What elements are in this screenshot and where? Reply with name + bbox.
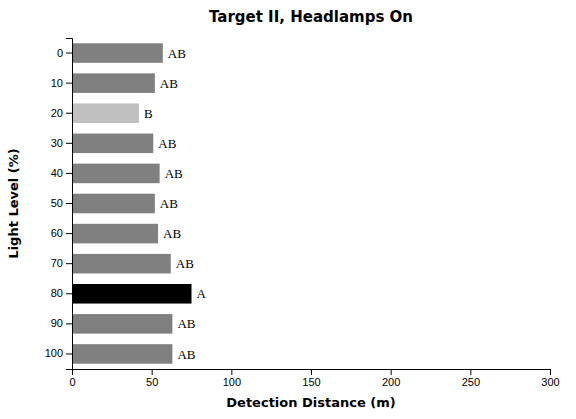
y-tick: 40 <box>51 167 72 179</box>
y-tick-mark <box>66 263 72 264</box>
y-axis: 0 10 20 30 40 50 60 70 80 90 100 <box>45 39 73 370</box>
x-tick-mark <box>311 369 312 375</box>
bar <box>72 344 172 364</box>
y-tick-label: 30 <box>51 137 63 149</box>
bar <box>72 224 158 244</box>
y-tick-mark <box>66 293 72 294</box>
y-tick: 70 <box>51 257 72 269</box>
bar <box>72 164 160 184</box>
x-tick: 200 <box>382 369 400 388</box>
annotation: AB <box>168 46 186 61</box>
y-tick-mark <box>66 233 72 234</box>
annotation: AB <box>163 226 181 241</box>
y-tick: 20 <box>51 107 72 119</box>
x-tick-mark <box>152 369 153 375</box>
y-tick-label: 60 <box>51 227 63 239</box>
y-axis-title: Light Level (%) <box>6 148 21 258</box>
y-tick-label: 100 <box>45 347 63 359</box>
plot-area: ABABBABABABABABAABAB05010015020025030001… <box>45 39 560 388</box>
y-tick-label: 10 <box>51 77 63 89</box>
y-tick-label: 40 <box>51 167 63 179</box>
x-tick-label: 50 <box>146 376 158 388</box>
bar <box>72 134 153 154</box>
y-axis-line <box>66 39 73 370</box>
x-tick: 300 <box>541 369 559 388</box>
x-axis-title: Detection Distance (m) <box>226 395 395 410</box>
bars <box>72 43 192 363</box>
y-tick: 100 <box>45 347 72 359</box>
chart: ABABBABABABABABAABAB05010015020025030001… <box>0 0 576 419</box>
y-tick: 30 <box>51 137 72 149</box>
annotation: AB <box>177 316 195 331</box>
x-tick-mark <box>470 369 471 375</box>
y-tick-mark <box>66 173 72 174</box>
annotation: AB <box>176 256 194 271</box>
x-axis: 0 50 100 150 200 250 300 <box>69 369 559 388</box>
bar <box>72 73 155 93</box>
y-tick-mark <box>66 113 72 114</box>
annotation: A <box>197 286 207 301</box>
bar <box>72 314 172 334</box>
y-tick-mark <box>66 203 72 204</box>
x-tick: 150 <box>302 369 320 388</box>
x-tick-mark <box>231 369 232 375</box>
x-tick: 50 <box>146 369 158 388</box>
x-tick-label: 200 <box>382 376 400 388</box>
annotation: B <box>144 106 153 121</box>
y-tick: 50 <box>51 197 72 209</box>
y-tick-mark <box>66 353 72 354</box>
x-axis-line <box>73 370 551 376</box>
annotation: AB <box>160 196 178 211</box>
bar <box>72 194 155 214</box>
bar <box>72 254 171 274</box>
x-tick: 0 <box>69 369 75 388</box>
annotation: AB <box>177 347 195 362</box>
y-tick: 0 <box>57 47 72 59</box>
y-tick-mark <box>66 53 72 54</box>
title: Target II, Headlamps On <box>209 8 413 26</box>
y-tick-mark <box>66 143 72 144</box>
bar <box>72 103 139 123</box>
y-tick: 60 <box>51 227 72 239</box>
annotation: AB <box>160 76 178 91</box>
x-tick: 100 <box>223 369 241 388</box>
annotations: ABABBABABABABABAABAB <box>144 46 207 362</box>
y-tick-mark <box>66 323 72 324</box>
x-tick-label: 150 <box>302 376 320 388</box>
y-tick: 90 <box>51 317 72 329</box>
x-tick-mark <box>550 369 551 375</box>
y-tick: 80 <box>51 287 72 299</box>
y-tick-label: 20 <box>51 107 63 119</box>
y-tick-label: 80 <box>51 287 63 299</box>
annotation: AB <box>158 136 176 151</box>
y-tick-label: 90 <box>51 317 63 329</box>
bar <box>72 43 163 63</box>
x-tick-label: 300 <box>541 376 559 388</box>
bar <box>72 284 192 304</box>
x-tick-label: 100 <box>223 376 241 388</box>
x-tick-label: 0 <box>69 376 75 388</box>
y-tick-label: 70 <box>51 257 63 269</box>
x-tick-mark <box>391 369 392 375</box>
y-tick-mark <box>66 83 72 84</box>
y-tick: 10 <box>51 77 72 89</box>
x-tick-label: 250 <box>462 376 480 388</box>
y-tick-label: 50 <box>51 197 63 209</box>
annotation: AB <box>165 166 183 181</box>
x-tick: 250 <box>462 369 480 388</box>
y-tick-label: 0 <box>57 47 63 59</box>
